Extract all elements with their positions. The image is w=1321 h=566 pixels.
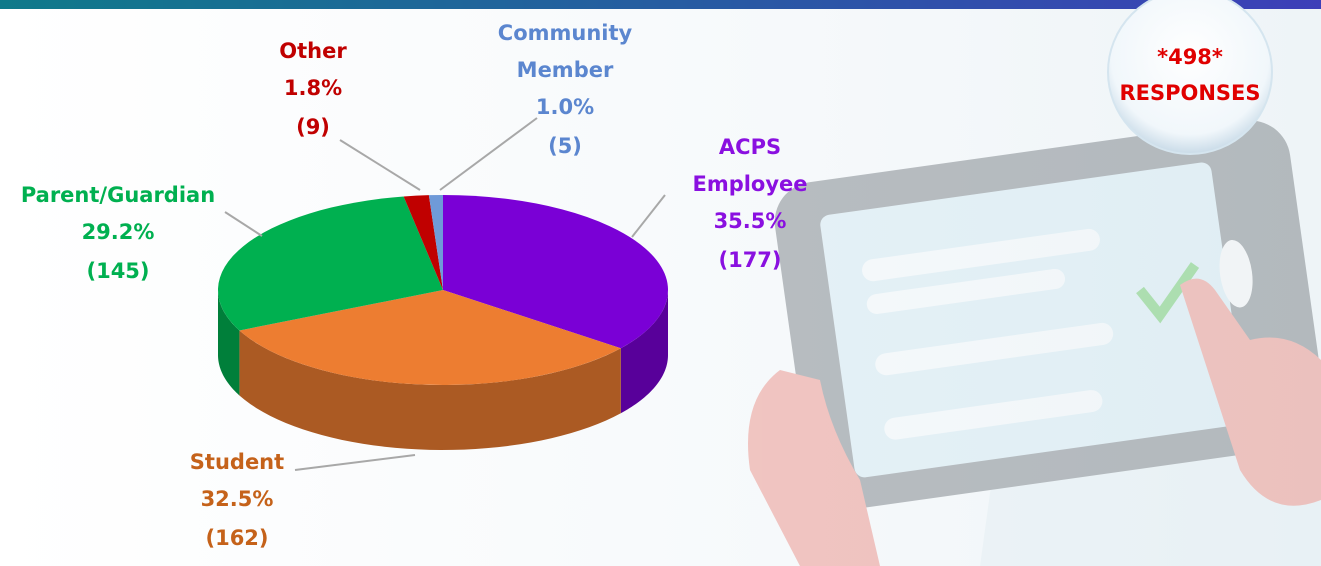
- slice: [239, 290, 621, 385]
- category-label-line: Student: [190, 450, 284, 474]
- category-label-line: ACPS: [719, 135, 781, 159]
- category-label: Community Member: [498, 21, 633, 82]
- count-label: (9): [296, 115, 330, 139]
- slice: [217, 196, 443, 331]
- annotation-text: RESPONSES: [1119, 81, 1260, 105]
- count-label: (5): [548, 134, 582, 158]
- category-label-line: Member: [517, 58, 614, 82]
- slice: [403, 195, 443, 290]
- value-label: 1.0%: [536, 95, 594, 119]
- slice: [443, 195, 668, 349]
- tablet-illustration: [748, 120, 1321, 566]
- response-bubble: [1107, 0, 1273, 155]
- category-label: Parent/Guardian: [21, 183, 215, 207]
- leader-lines: [224, 117, 666, 471]
- count-label: (162): [205, 526, 268, 550]
- value-label: 32.5%: [201, 487, 274, 511]
- count-label: (145): [86, 259, 149, 283]
- category-label: Other: [279, 39, 347, 63]
- slice-side: [239, 330, 621, 450]
- top-band: [0, 0, 1321, 9]
- value-label: 35.5%: [714, 209, 787, 233]
- category-label: Student: [190, 450, 284, 474]
- category-label-line: Community: [498, 21, 633, 45]
- count-label: (177): [718, 248, 781, 272]
- slice: [428, 195, 443, 290]
- category-label-line: Other: [279, 39, 347, 63]
- value-label: 29.2%: [82, 220, 155, 244]
- slice-side: [218, 290, 240, 396]
- annotation-total: *498*: [1157, 45, 1223, 69]
- category-label-line: Parent/Guardian: [21, 183, 215, 207]
- value-label: 1.8%: [284, 76, 342, 100]
- category-label-line: Employee: [692, 172, 807, 196]
- slice-side: [620, 290, 668, 414]
- category-label: ACPS Employee: [692, 135, 807, 196]
